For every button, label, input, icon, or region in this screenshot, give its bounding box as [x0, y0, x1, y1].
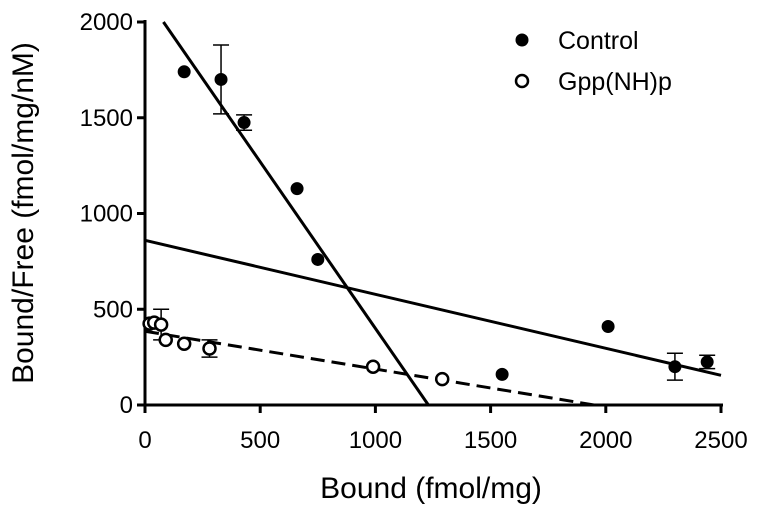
legend: Control Gpp(NH)p — [514, 27, 672, 96]
y-tick-label: 500 — [93, 296, 133, 323]
legend-label-control: Control — [558, 27, 639, 55]
x-tick-label: 2000 — [579, 427, 632, 454]
gppnhp-point — [176, 336, 192, 351]
y-tick-label: 1500 — [80, 105, 133, 132]
control-point — [495, 367, 509, 381]
x-axis-title: Bound (fmol/mg) — [320, 472, 542, 505]
x-tick-label: 0 — [138, 427, 151, 454]
control-point — [601, 319, 615, 333]
control-point — [290, 182, 304, 196]
x-tick-label: 1500 — [464, 427, 517, 454]
fit-lines — [144, 21, 722, 407]
axes: 0 500 1000 1500 2000 2500 0 500 1000 1500 2000 — [80, 9, 748, 454]
legend-marker-control — [515, 33, 529, 47]
y-tick-label: 0 — [120, 392, 133, 419]
gppnhp-point — [365, 359, 381, 374]
legend-marker-gppnhp — [514, 73, 530, 89]
control-point — [700, 355, 714, 369]
gppnhp-point — [158, 332, 173, 348]
gppnhp-point — [202, 341, 217, 356]
data-points — [142, 44, 716, 387]
control-point — [311, 252, 325, 266]
legend-label-gppnhp: Gpp(NH)p — [558, 68, 672, 96]
y-axis-title: Bound/Free (fmol/mg/nM) — [7, 42, 40, 384]
gppnhp-point — [434, 371, 450, 387]
dashed-fit-line — [144, 329, 595, 407]
x-tick-label: 500 — [240, 427, 280, 454]
x-tick-label: 1000 — [349, 427, 402, 454]
control-point — [177, 65, 191, 79]
gppnhp-point — [153, 317, 169, 332]
x-tick-label: 2500 — [694, 427, 747, 454]
control-point — [214, 72, 228, 86]
control-point — [668, 360, 682, 374]
y-tick-label: 2000 — [80, 9, 133, 36]
solid-fit-line — [162, 21, 430, 406]
y-tick-label: 1000 — [80, 201, 133, 228]
control-point — [237, 116, 251, 130]
solid-fit-line — [144, 238, 722, 377]
